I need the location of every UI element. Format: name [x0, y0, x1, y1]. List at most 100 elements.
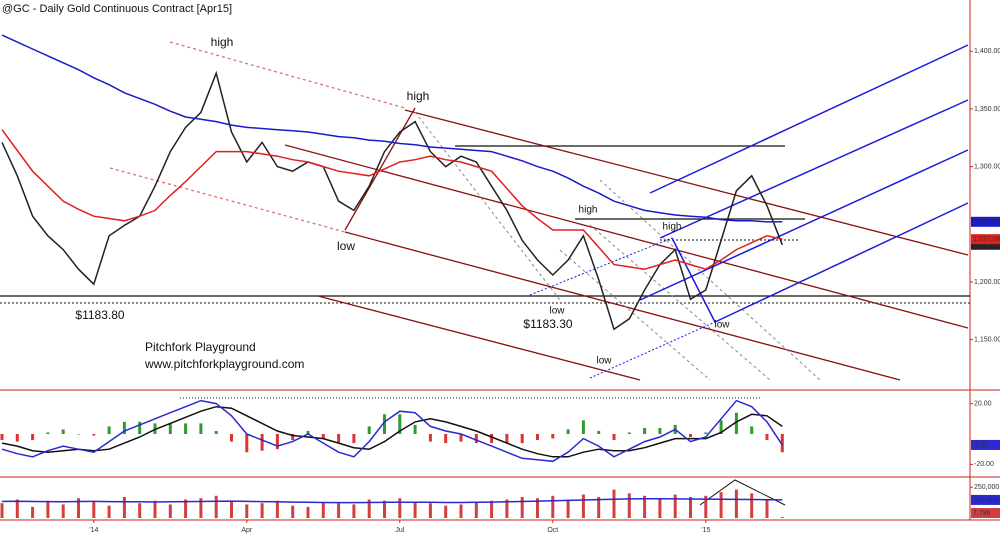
value-label: 1,237.06 [973, 236, 1000, 243]
y-tick-label: 20.00 [974, 400, 992, 407]
value-label: 146,466 [973, 497, 998, 504]
value-label-box [971, 494, 1000, 505]
bar [122, 497, 126, 518]
bar [367, 426, 371, 434]
pitchfork-tine [344, 231, 901, 381]
bar [719, 420, 723, 434]
bar [536, 498, 539, 518]
annotation: high [663, 222, 682, 233]
bar [398, 498, 402, 518]
bar [230, 501, 233, 518]
bar [230, 434, 233, 442]
bar [780, 517, 784, 518]
bar [168, 504, 172, 518]
bar [520, 497, 524, 518]
bar [704, 432, 708, 434]
y-tick-label: 1,200.00 [974, 279, 1000, 286]
annotation: low [549, 306, 565, 317]
pitchfork-median [659, 99, 969, 239]
bar [214, 495, 218, 518]
bar [551, 495, 555, 518]
annotation: low [596, 356, 612, 367]
pitchfork-tine [317, 295, 641, 381]
value-label: 7,796 [973, 510, 991, 517]
bar [367, 499, 371, 518]
bar [321, 501, 325, 518]
pitchfork-handle [344, 107, 416, 231]
line [1, 34, 783, 223]
blue-pitchfork [529, 44, 969, 379]
bar [428, 434, 432, 442]
panel-frame [0, 0, 1000, 521]
bar [122, 421, 126, 434]
bar [275, 434, 279, 450]
bar [199, 423, 203, 434]
bar [750, 426, 754, 434]
x-tick-label: Jul [395, 527, 404, 534]
x-tick-label: '15 [701, 527, 710, 534]
bar [291, 434, 295, 441]
bar [536, 434, 539, 441]
annotation: $1183.80 [75, 308, 124, 322]
bar [719, 492, 723, 518]
bar [581, 494, 585, 518]
bar [597, 430, 601, 434]
bar [321, 434, 325, 439]
bar [765, 434, 769, 441]
bar [352, 434, 356, 444]
pitchfork-extension [169, 41, 406, 109]
bar [734, 489, 738, 518]
bar [627, 493, 631, 518]
bar [260, 503, 264, 518]
bar [15, 434, 19, 442]
bar [612, 434, 616, 441]
bar [658, 427, 662, 434]
value-label-box [971, 216, 1000, 227]
bar [214, 430, 218, 434]
x-tick-label: Oct [547, 527, 558, 534]
line [1, 129, 783, 271]
bar [780, 434, 784, 453]
bar [383, 414, 386, 434]
line [1, 498, 783, 504]
bar [245, 504, 249, 518]
bar [704, 495, 708, 518]
bar [291, 505, 295, 518]
bar [46, 432, 50, 434]
annotation: low [337, 239, 355, 253]
value-label-box [971, 239, 1000, 250]
bar [520, 434, 524, 444]
value-label-box [971, 439, 1000, 450]
y-tick-label: 250,000 [974, 484, 999, 491]
bar [566, 499, 570, 518]
bar [505, 434, 509, 444]
pitchfork-extension [109, 167, 346, 233]
y-tick-label: 1,150.00 [974, 336, 1000, 343]
annotation: high [579, 205, 598, 216]
bar [92, 434, 96, 436]
value-label: 1,232.20 [973, 242, 1000, 249]
pitchfork-tine [649, 44, 969, 194]
bar [168, 423, 172, 434]
bar [61, 429, 65, 434]
bar [107, 426, 111, 434]
pitchfork-extension [589, 321, 716, 379]
bar [581, 420, 585, 434]
series-layer [0, 489, 784, 518]
fan-line [599, 179, 821, 381]
line [1, 405, 783, 458]
series-layer [1, 34, 783, 331]
bar [306, 506, 310, 518]
bar [444, 434, 448, 444]
pitchfork-tine [714, 202, 969, 323]
bar [689, 434, 692, 438]
bar [765, 499, 769, 518]
bar [138, 503, 142, 518]
bar [77, 434, 80, 435]
bar [643, 427, 647, 434]
bar [597, 497, 601, 518]
bar [61, 504, 65, 518]
annotation: Pitchfork Playground [145, 340, 256, 354]
pitchfork-extension [529, 237, 673, 296]
